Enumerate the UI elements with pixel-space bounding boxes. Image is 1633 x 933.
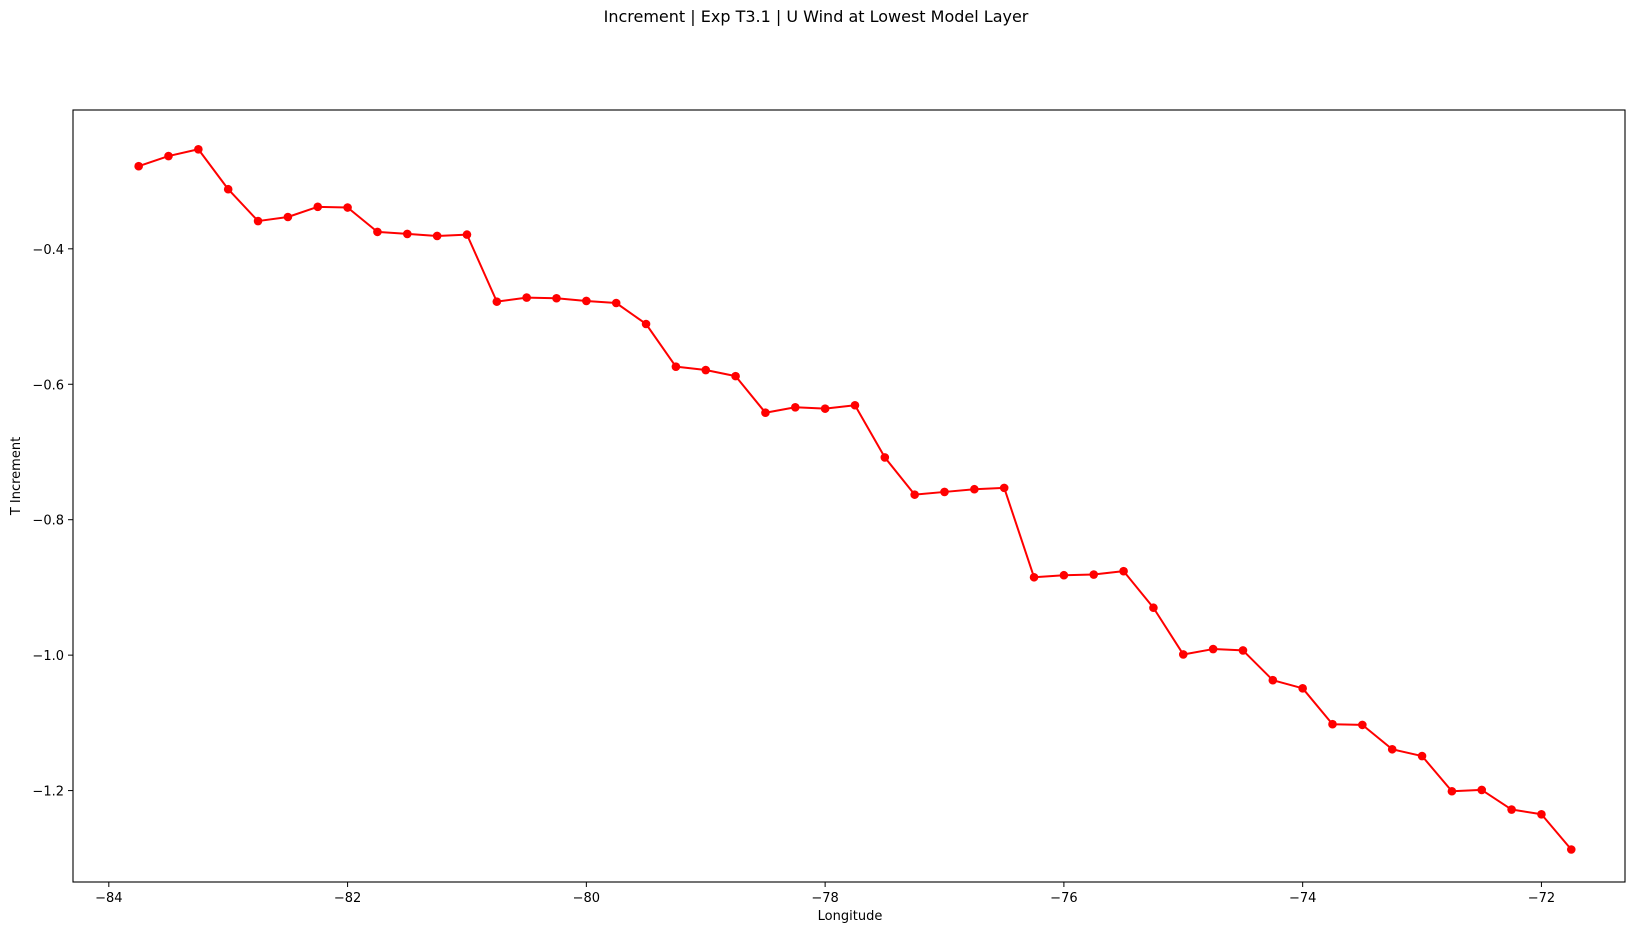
y-tick-label: −0.8 — [32, 514, 64, 529]
data-point — [522, 293, 531, 302]
y-axis: −0.4 −0.6 −0.8 −1.0 −1.2 — [32, 243, 73, 800]
data-point — [790, 402, 800, 412]
data-point — [1507, 805, 1516, 814]
data-point — [552, 293, 561, 303]
data-point — [134, 161, 143, 171]
data-point — [880, 453, 890, 462]
data-point — [1178, 650, 1188, 659]
data-point — [970, 484, 979, 494]
data-point — [492, 297, 502, 306]
x-tick-label: −72 — [1528, 891, 1555, 906]
data-point — [1298, 684, 1307, 693]
data-point — [1029, 572, 1039, 582]
x-tick-label: −80 — [573, 891, 600, 906]
data-point — [1089, 570, 1099, 579]
x-tick-label: −74 — [1289, 891, 1316, 906]
data-point — [999, 483, 1009, 493]
data-point — [1119, 566, 1128, 576]
data-point — [582, 296, 591, 306]
x-axis: −84 −82 −80 −78 −76 −74 −72 — [95, 882, 1555, 906]
data-point — [223, 184, 233, 194]
data-point — [1477, 785, 1487, 795]
plot-area — [134, 144, 1576, 854]
data-point — [761, 408, 770, 418]
data-point — [701, 365, 711, 375]
data-point — [1208, 644, 1218, 654]
y-axis-label: T Increment — [9, 437, 24, 516]
plot-frame — [72, 109, 1626, 883]
data-point — [1387, 744, 1397, 754]
data-point — [373, 227, 382, 237]
data-point — [432, 231, 442, 241]
data-point — [1358, 720, 1367, 730]
data-point — [910, 490, 919, 499]
x-tick-label: −78 — [811, 891, 838, 906]
data-point — [1328, 719, 1337, 729]
data-point — [611, 298, 621, 308]
x-tick-label: −82 — [334, 891, 361, 906]
data-point — [940, 487, 949, 497]
x-axis-label: Longitude — [818, 909, 883, 924]
y-tick-label: −1.2 — [32, 785, 64, 800]
data-point — [462, 230, 472, 239]
data-point — [731, 371, 740, 381]
data-point — [164, 151, 173, 161]
data-point — [1417, 751, 1427, 761]
data-point — [343, 203, 352, 212]
data-point — [820, 404, 830, 413]
data-point — [1059, 570, 1069, 580]
data-point — [402, 229, 412, 239]
y-tick-label: −0.6 — [32, 378, 64, 393]
data-point — [194, 144, 203, 154]
series-line — [138, 148, 1573, 851]
data-point — [1447, 786, 1457, 796]
data-point — [253, 216, 263, 226]
data-point — [641, 319, 651, 329]
data-point — [1149, 603, 1158, 613]
data-point — [1238, 646, 1248, 655]
y-tick-label: −1.0 — [32, 649, 64, 664]
data-point — [850, 400, 860, 410]
data-point — [1268, 675, 1278, 685]
data-point — [1566, 845, 1576, 854]
x-tick-label: −84 — [95, 891, 122, 906]
data-point — [1537, 809, 1546, 819]
data-point — [283, 212, 293, 222]
data-point — [313, 202, 323, 212]
chart-title: Increment | Exp T3.1 | U Wind at Lowest … — [604, 7, 1029, 26]
y-tick-label: −0.4 — [32, 243, 64, 258]
x-tick-label: −76 — [1050, 891, 1077, 906]
data-point — [671, 362, 681, 371]
